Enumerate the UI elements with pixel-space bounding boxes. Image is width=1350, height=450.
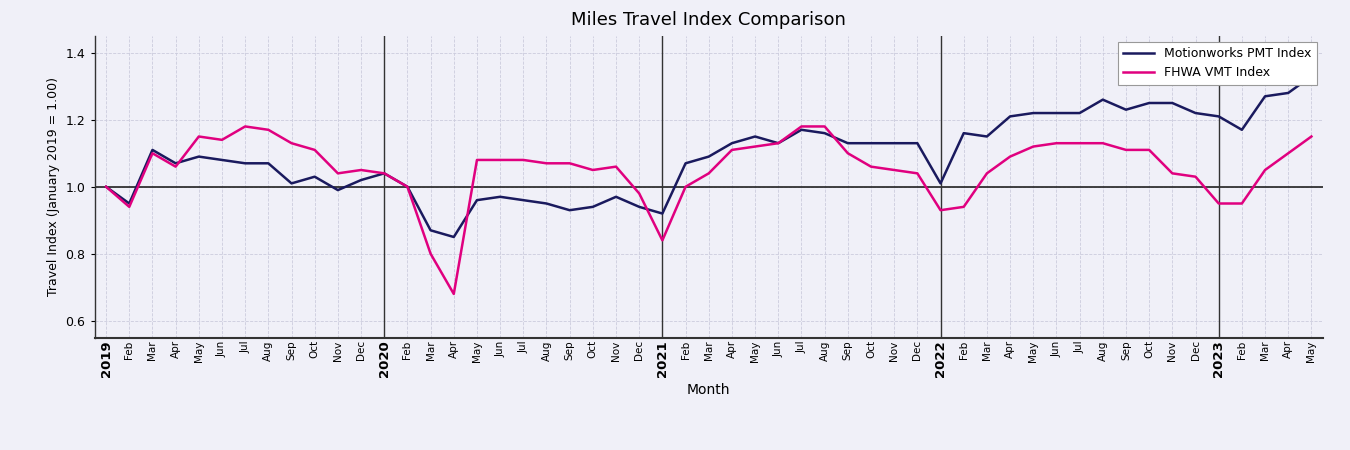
Motionworks PMT Index <box>99 184 115 189</box>
Motionworks PMT Index <box>1188 110 1204 116</box>
FHWA VMT Index <box>840 151 856 156</box>
Line: FHWA VMT Index: FHWA VMT Index <box>107 126 1311 294</box>
FHWA VMT Index <box>446 291 462 297</box>
Title: Miles Travel Index Comparison: Miles Travel Index Comparison <box>571 11 846 29</box>
FHWA VMT Index <box>1303 134 1319 139</box>
Motionworks PMT Index <box>423 228 439 233</box>
Y-axis label: Travel Index (January 2019 = 1.00): Travel Index (January 2019 = 1.00) <box>47 77 59 296</box>
FHWA VMT Index <box>238 124 254 129</box>
Motionworks PMT Index <box>1303 73 1319 79</box>
FHWA VMT Index <box>933 207 949 213</box>
Motionworks PMT Index <box>886 140 902 146</box>
FHWA VMT Index <box>468 157 485 162</box>
FHWA VMT Index <box>910 171 926 176</box>
Motionworks PMT Index <box>446 234 462 240</box>
Motionworks PMT Index <box>840 140 856 146</box>
FHWA VMT Index <box>863 164 879 169</box>
Motionworks PMT Index <box>1049 110 1065 116</box>
Legend: Motionworks PMT Index, FHWA VMT Index: Motionworks PMT Index, FHWA VMT Index <box>1118 42 1316 85</box>
FHWA VMT Index <box>1072 140 1088 146</box>
Motionworks PMT Index <box>817 130 833 136</box>
FHWA VMT Index <box>99 184 115 189</box>
Line: Motionworks PMT Index: Motionworks PMT Index <box>107 76 1311 237</box>
X-axis label: Month: Month <box>687 382 730 396</box>
